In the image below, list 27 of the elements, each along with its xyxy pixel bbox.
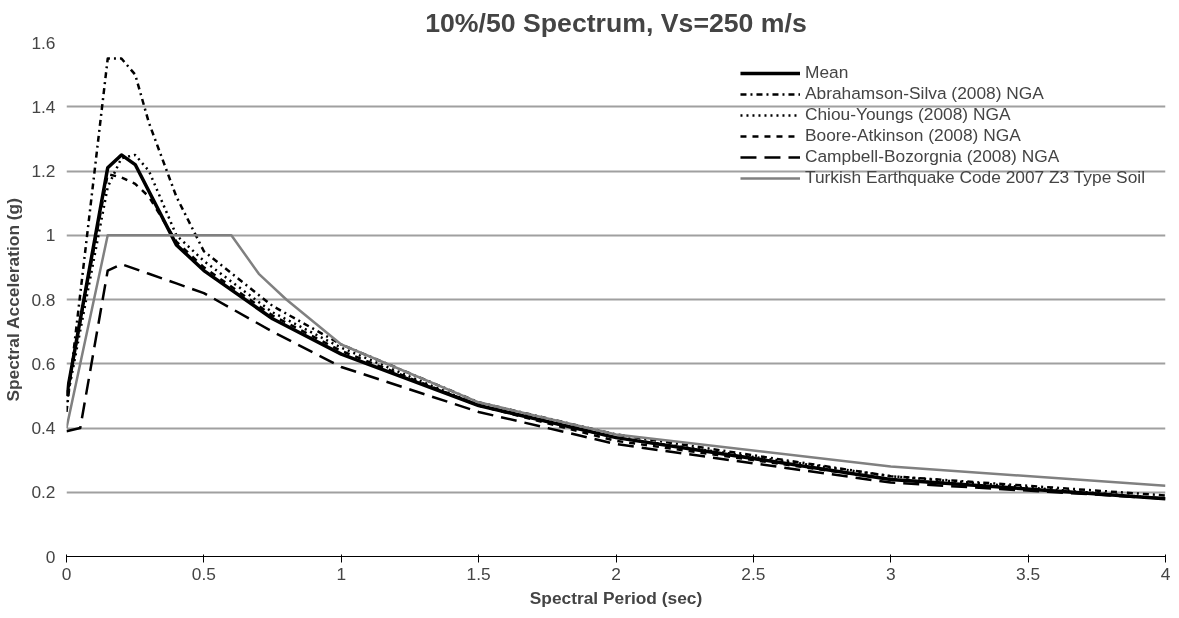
- y-tick-label: 1: [45, 225, 56, 246]
- y-tick-label: 1.6: [31, 32, 56, 53]
- y-tick-label: 0: [45, 546, 56, 567]
- chart-title: 10%/50 Spectrum, Vs=250 m/s: [425, 7, 807, 38]
- x-tick-label: 2.5: [741, 563, 766, 584]
- y-tick-label: 0.4: [31, 418, 56, 438]
- y-tick-label: 0.2: [31, 482, 56, 503]
- x-tick-label: 4: [1160, 563, 1171, 584]
- y-tick-label: 0.6: [31, 353, 56, 374]
- x-tick-label: 1.5: [466, 563, 491, 584]
- x-tick-label: 3: [885, 563, 896, 584]
- legend-label: Chiou-Youngs (2008) NGA: [804, 104, 1011, 125]
- legend-label: Mean: [804, 62, 849, 83]
- legend-label: Turkish Earthquake Code 2007 Z3 Type Soil: [804, 167, 1145, 188]
- legend-label: Campbell-Bozorgnia (2008) NGA: [804, 146, 1060, 167]
- x-tick-label: 0: [61, 563, 72, 584]
- x-tick-label: 2: [611, 563, 621, 584]
- legend-label: Abrahamson-Silva (2008) NGA: [804, 83, 1044, 104]
- x-axis-title: Spectral Period (sec): [529, 587, 703, 608]
- y-tick-label: 1.4: [31, 96, 56, 117]
- x-tick-label: 0.5: [191, 563, 216, 584]
- y-tick-label: 1.2: [31, 161, 56, 181]
- legend-label: Boore-Atkinson (2008) NGA: [804, 125, 1021, 146]
- x-tick-label: 3.5: [1016, 563, 1041, 584]
- y-axis-title: Spectral Acceleration (g): [3, 198, 24, 402]
- y-tick-label: 0.8: [31, 289, 56, 310]
- x-tick-label: 1: [336, 563, 347, 584]
